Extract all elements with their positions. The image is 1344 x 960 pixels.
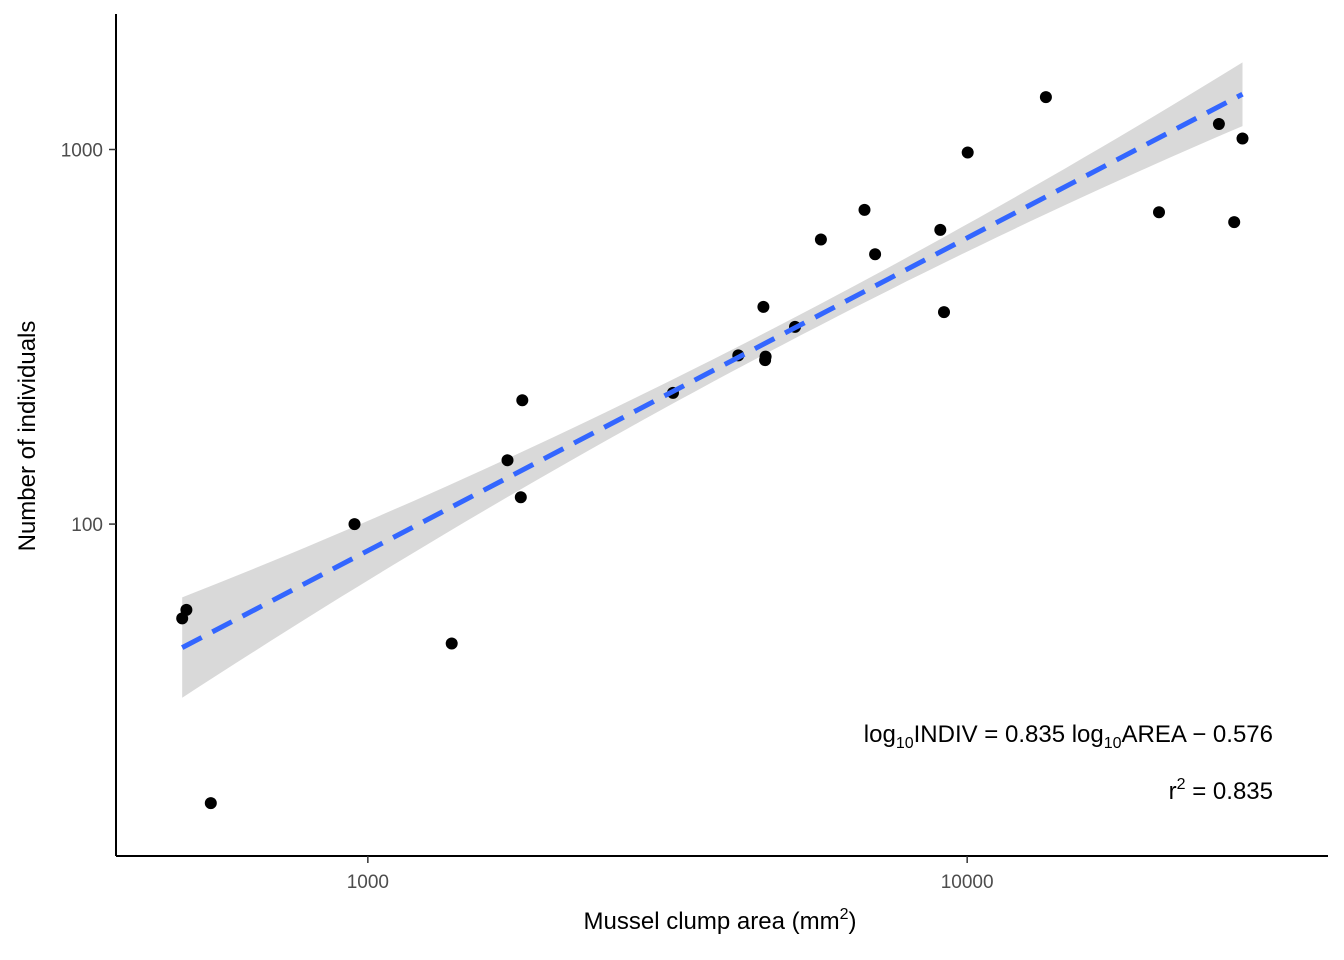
data-point [938, 306, 950, 319]
data-point [501, 454, 514, 467]
data-point [759, 350, 772, 363]
data-point [516, 394, 529, 407]
x-tick-label: 1000 [347, 872, 389, 893]
x-axis-ticks: 1000 10000 [347, 856, 994, 893]
data-point [858, 203, 871, 216]
data-point [445, 637, 458, 650]
data-point [1212, 118, 1225, 130]
data-point [1039, 91, 1052, 104]
confidence-band [182, 62, 1243, 698]
data-point [1228, 216, 1241, 229]
data-point [814, 233, 827, 246]
y-tick-label: 100 [71, 515, 103, 536]
x-axis-title: Mussel clump area (mm2) [584, 906, 857, 935]
regression-equation-annotation: log10INDIV = 0.835 log10AREA − 0.576 [864, 721, 1273, 752]
r-squared-annotation: r2 = 0.835 [1169, 776, 1273, 805]
y-axis-title: Number of individuals [14, 321, 41, 552]
data-point [961, 146, 974, 159]
y-axis-ticks: 100 1000 [61, 141, 116, 536]
data-point [757, 300, 770, 313]
confidence-band-layer [182, 62, 1243, 698]
points-layer [176, 91, 1249, 810]
fit-line-layer [181, 91, 1244, 650]
data-point [934, 223, 947, 236]
data-point [514, 491, 527, 504]
data-point [204, 797, 217, 810]
regression-fit-line [181, 91, 1244, 650]
data-point [180, 603, 193, 616]
y-tick-label: 1000 [61, 141, 103, 162]
data-point [1153, 206, 1165, 219]
data-point [1236, 132, 1249, 145]
x-tick-label: 10000 [941, 872, 994, 893]
data-point [348, 518, 361, 531]
data-point [869, 248, 882, 261]
